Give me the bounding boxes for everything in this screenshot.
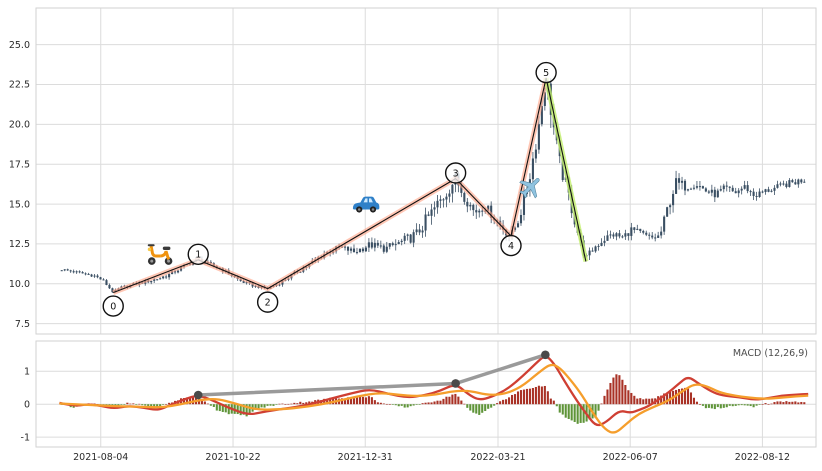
wave-point-label-5: 5 — [543, 68, 549, 79]
price-y-tick-label: 20.0 — [9, 120, 30, 131]
x-tick-label: 2021-12-31 — [338, 452, 393, 463]
price-y-tick-label: 10.0 — [9, 279, 30, 290]
macd-y-tick-label: 1 — [24, 366, 30, 377]
car-icon — [352, 196, 380, 213]
wave-edge-line — [113, 77, 587, 294]
wave-point-label-2: 2 — [265, 298, 271, 309]
divergence-dot — [451, 379, 460, 388]
price-y-tick-label: 17.5 — [9, 159, 30, 170]
price-y-tick-label: 22.5 — [9, 80, 30, 91]
airplane-icon — [519, 178, 540, 199]
elliott-wave-layer: 0 1 2 3 4 5 — [102, 61, 589, 317]
divergence-line — [198, 353, 546, 397]
macd-indicator-label: MACD (12,26,9) — [733, 348, 808, 359]
x-tick-label: 2021-10-22 — [205, 452, 260, 463]
icon-layer — [147, 178, 540, 265]
macd-y-tick-label: 0 — [24, 399, 30, 410]
wave-point-circle-5 — [535, 61, 557, 84]
price-y-tick-label: 15.0 — [9, 199, 30, 210]
wave-point-circle-1 — [187, 243, 209, 265]
wave-point-circle-3 — [444, 162, 467, 184]
x-tick-label: 2021-08-04 — [73, 452, 128, 463]
x-tick-label: 2022-08-12 — [735, 452, 790, 463]
wave-point-label-1: 1 — [195, 250, 201, 261]
wave-point-circle-2 — [256, 291, 279, 313]
x-tick-label: 2022-06-07 — [603, 452, 658, 463]
price-y-tick-label: 12.5 — [9, 239, 30, 250]
wave-line-0-5 — [112, 77, 549, 295]
x-tick-label: 2022-03-21 — [470, 452, 525, 463]
axis-labels-layer: 2021-08-04 2021-10-22 2021-12-31 2022-03-21… — [9, 40, 790, 463]
wave-point-circle-0 — [102, 295, 124, 317]
macd-line — [59, 355, 809, 427]
signal-line — [59, 363, 809, 434]
wave-point-circle-4 — [500, 234, 522, 257]
macd-y-tick-label: -1 — [21, 432, 30, 443]
price-y-tick-label: 7.5 — [15, 319, 30, 330]
divergence-dot — [193, 390, 203, 400]
divergence-dot — [541, 350, 550, 360]
wave-point-label-0: 0 — [110, 302, 116, 313]
wave-point-label-3: 3 — [453, 168, 459, 179]
scooter-icon — [147, 244, 173, 265]
candlestick-layer — [60, 78, 806, 293]
price-y-tick-label: 25.0 — [9, 40, 30, 51]
wave-point-label-4: 4 — [508, 241, 514, 252]
macd-layer — [59, 350, 809, 434]
